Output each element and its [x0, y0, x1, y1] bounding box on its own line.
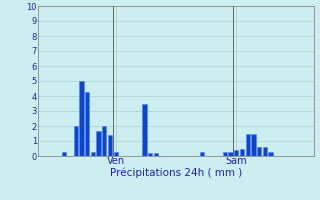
Bar — [142, 104, 147, 156]
Bar — [102, 126, 107, 156]
Bar — [108, 135, 112, 156]
Bar — [228, 152, 233, 156]
Bar — [257, 147, 261, 156]
Bar — [154, 153, 158, 156]
Bar — [200, 152, 204, 156]
X-axis label: Précipitations 24h ( mm ): Précipitations 24h ( mm ) — [110, 167, 242, 178]
Bar — [85, 92, 89, 156]
Bar — [223, 152, 227, 156]
Bar — [62, 152, 66, 156]
Bar — [268, 152, 273, 156]
Bar — [79, 81, 84, 156]
Bar — [114, 152, 118, 156]
Bar — [251, 134, 256, 156]
Bar — [96, 130, 101, 156]
Bar — [263, 147, 267, 156]
Bar — [91, 152, 95, 156]
Bar — [234, 150, 238, 156]
Bar — [148, 153, 152, 156]
Bar — [240, 148, 244, 156]
Bar — [74, 126, 78, 156]
Bar — [245, 134, 250, 156]
